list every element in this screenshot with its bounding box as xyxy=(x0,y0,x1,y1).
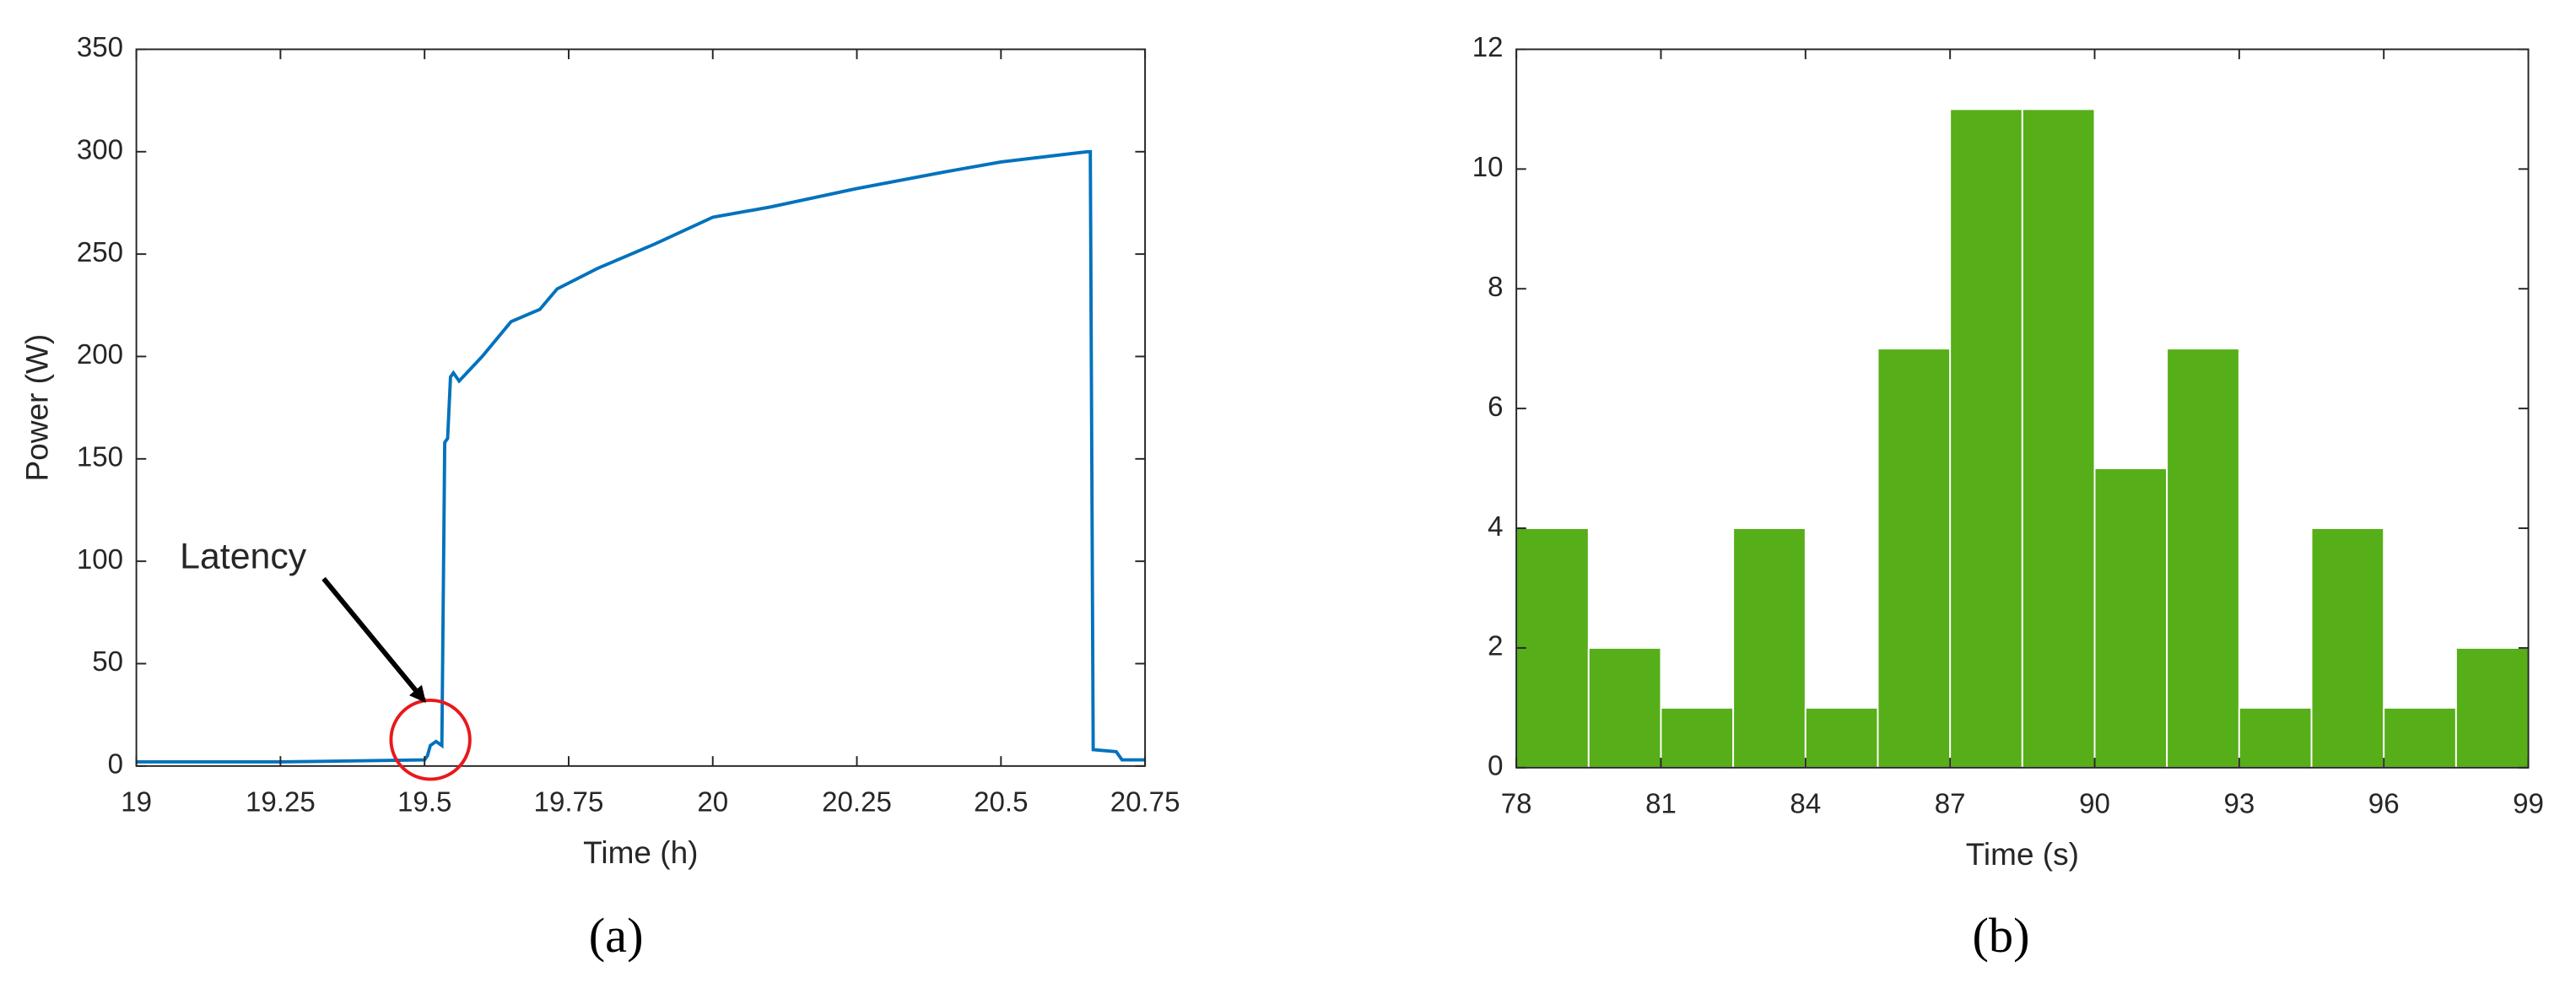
hist-bar xyxy=(1732,527,1806,769)
y-tick-label: 200 xyxy=(77,339,123,370)
y-tick-label: 2 xyxy=(1488,631,1503,662)
y-tick-label: 50 xyxy=(92,646,123,678)
x-tick-label: 93 xyxy=(2223,788,2255,819)
x-tick-label: 20.5 xyxy=(974,786,1028,818)
x-tick-label: 19.25 xyxy=(246,786,316,818)
hist-bar xyxy=(1515,527,1590,769)
y-tick-label: 0 xyxy=(1488,751,1503,782)
hist-bar xyxy=(1877,348,1952,769)
panel-label: (a) xyxy=(589,908,644,963)
y-tick-label: 12 xyxy=(1472,32,1504,63)
hist-bar xyxy=(2238,706,2313,769)
hist-bar xyxy=(1949,108,2023,769)
hist-bar xyxy=(2166,348,2240,769)
hist-bar xyxy=(2310,527,2385,769)
x-tick-label: 84 xyxy=(1790,788,1821,819)
x-axis-label: Time (h) xyxy=(583,835,698,870)
hist-bar xyxy=(2454,646,2530,769)
plot-frame xyxy=(135,48,1147,767)
hist-bar xyxy=(2093,467,2168,769)
hist-bar xyxy=(2383,706,2457,769)
hist-bar xyxy=(1660,706,1735,769)
x-tick-label: 20.25 xyxy=(822,786,892,818)
y-tick-label: 4 xyxy=(1488,511,1503,543)
power-line xyxy=(136,149,1146,764)
y-tick-label: 250 xyxy=(77,237,123,268)
y-tick-label: 300 xyxy=(77,135,123,166)
x-tick-label: 87 xyxy=(1935,788,1966,819)
annotation: Latency xyxy=(180,537,307,577)
x-tick-label: 81 xyxy=(1645,788,1677,819)
x-tick-label: 19.75 xyxy=(534,786,604,818)
hist-bar xyxy=(2021,108,2096,769)
hist-bar xyxy=(1804,706,1879,769)
y-tick-label: 8 xyxy=(1488,272,1503,303)
y-tick-label: 10 xyxy=(1472,152,1504,183)
hist-bar xyxy=(1587,646,1662,769)
x-tick-label: 78 xyxy=(1501,788,1532,819)
y-axis-label: Power (W) xyxy=(20,334,55,482)
y-tick-label: 6 xyxy=(1488,392,1503,423)
panel-label: (b) xyxy=(1972,908,2029,963)
y-tick-label: 100 xyxy=(77,544,123,575)
y-tick-label: 150 xyxy=(77,442,123,473)
latency-circle xyxy=(389,698,472,781)
latency-arrow xyxy=(321,576,426,703)
x-tick-label: 99 xyxy=(2513,788,2544,819)
x-tick-label: 96 xyxy=(2368,788,2400,819)
y-tick-label: 0 xyxy=(108,749,123,780)
x-tick-label: 19 xyxy=(121,786,152,818)
x-tick-label: 20 xyxy=(697,786,728,818)
x-axis-label: Time (s) xyxy=(1966,837,2079,872)
y-tick-label: 350 xyxy=(77,32,123,63)
x-tick-label: 19.5 xyxy=(397,786,451,818)
x-tick-label: 90 xyxy=(2079,788,2110,819)
x-tick-label: 20.75 xyxy=(1110,786,1180,818)
